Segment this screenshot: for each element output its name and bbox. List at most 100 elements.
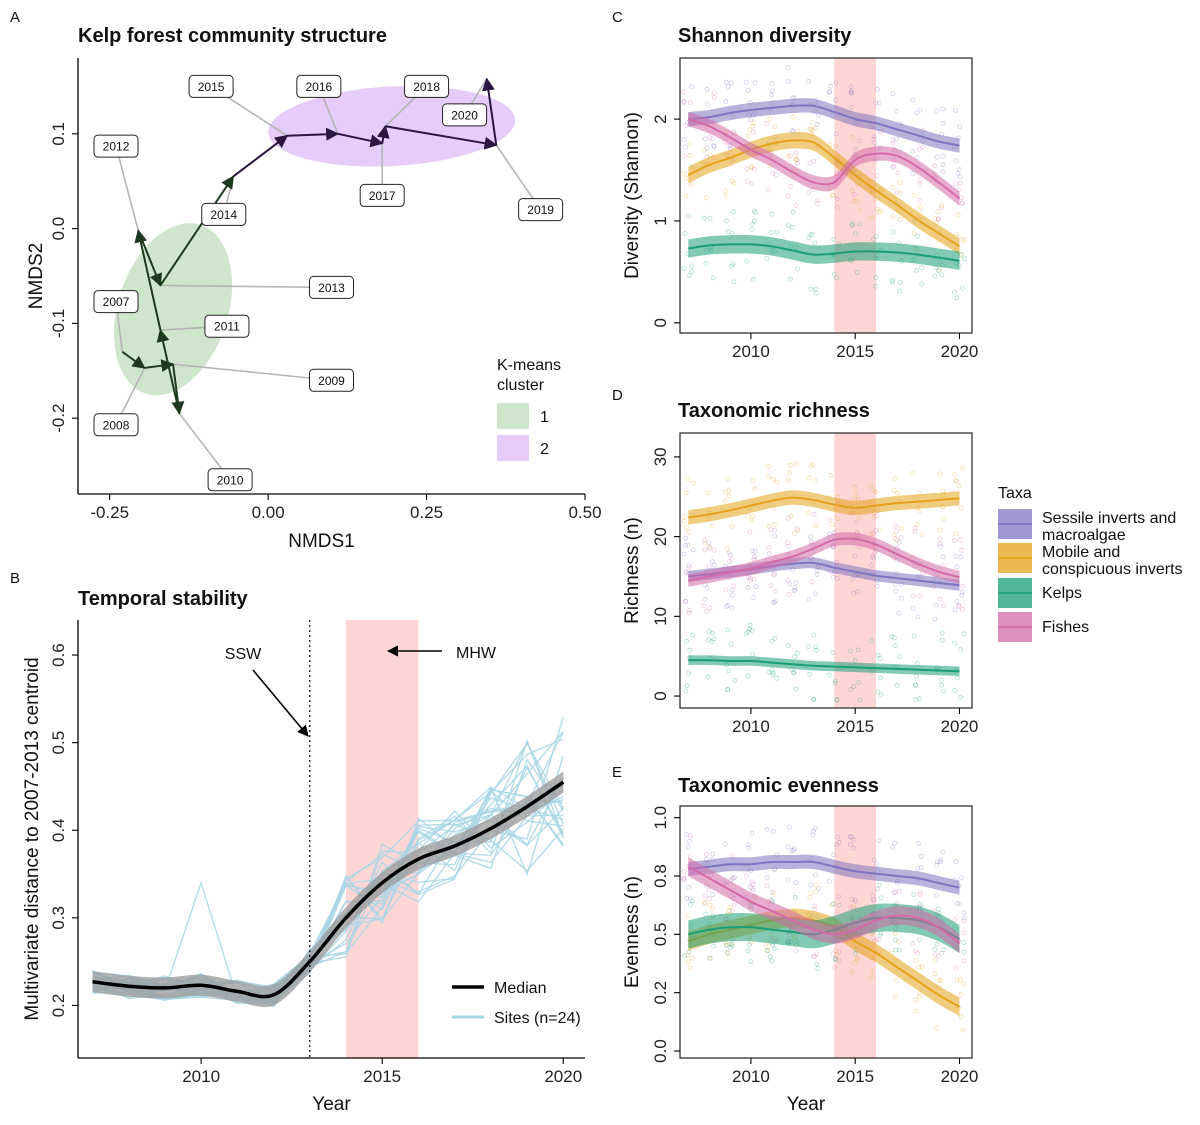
panel-d-raw-point [959,592,965,598]
panel-d-raw-point [959,589,965,595]
panel-c-raw-point [811,158,817,164]
panel-d-x-tick-label: 2015 [836,717,874,736]
panel-d-raw-point [914,522,920,527]
panel-d-raw-point [707,544,713,550]
panel-c-raw-point [812,240,818,246]
panel-c-raw-point [919,265,925,270]
year-label-2007: 2007 [103,295,130,309]
panel-e-raw-point [834,842,839,848]
panel-e-raw-point [876,936,881,942]
panel-c-raw-point [878,208,883,214]
panel-d-raw-point [869,562,874,568]
panel-d-raw-point [749,548,755,554]
panel-c-raw-point [894,190,900,195]
panel-d-raw-point [729,587,735,593]
panel-c-raw-point [687,141,693,147]
panel-d-raw-point [878,692,884,698]
panel-e-raw-point [689,898,695,904]
panel-c-raw-point [890,91,896,97]
panel-c-raw-point [854,198,860,204]
panel-d-raw-point [853,520,859,525]
panel-e-raw-point [939,950,944,956]
panel-e-raw-point [934,859,940,865]
panel-d-raw-point [687,607,692,613]
panel-d-series-line-2 [688,659,960,673]
panel-c-raw-point [893,108,899,114]
panel-d-raw-point [913,682,918,688]
panel-c-raw-point [960,200,965,206]
panel-d-raw-point [769,667,775,673]
year-label-2016: 2016 [305,80,332,94]
panel-c-raw-point [894,136,899,142]
panel-d-raw-point [868,531,874,537]
panel-d-raw-point [937,471,943,477]
panel-e-raw-point [870,893,876,898]
panel-a-y-tick-label: 0.0 [49,217,68,241]
panel-e-raw-point [913,957,919,963]
panel-e-raw-point [952,917,958,923]
trajectory-arrow-2010 [156,328,181,414]
panel-e-raw-point [916,964,922,970]
panel-d-raw-point [939,630,945,636]
panel-d-raw-point [941,603,947,609]
panel-d-raw-point [811,632,817,638]
panel-d-raw-point [752,554,758,560]
panel-d-raw-point [751,576,757,582]
panel-e-raw-point [871,897,877,903]
panel-c-raw-point [936,268,941,274]
panel-e-raw-point [961,918,967,924]
panel-e-raw-point [707,955,712,961]
panel-d-raw-point [687,647,693,653]
panel-c-raw-point [709,136,715,142]
panel-d-raw-point [687,564,692,570]
panel-d-raw-point [681,518,687,524]
panel-c-raw-point [748,117,753,123]
panel-e-raw-point [955,901,960,906]
panel-c-raw-point [917,204,923,210]
panel-d-raw-point [747,529,753,535]
panel-e-raw-point [748,884,753,890]
panel-d-raw-point [772,522,778,527]
panel-c-raw-point [809,120,815,125]
panel-c-raw-point [911,192,917,198]
panel-c-raw-point [960,285,965,291]
panel-c-raw-point [683,144,688,150]
panel-e-raw-point [750,881,756,887]
panel-c-raw-point [772,124,777,130]
panel-d-raw-point [771,476,777,482]
panel-d-raw-point [750,478,755,484]
panel-c-raw-point [917,197,923,203]
panel-d-raw-point [848,648,854,654]
panel-e-raw-point [707,902,713,908]
trajectory-arrow-2019 [481,77,498,146]
panel-e-raw-point [725,950,731,956]
panel-e-raw-point [682,953,688,959]
panel-c-raw-point [749,164,755,170]
median-ribbon [92,771,564,1008]
panel-a-x-label: NMDS1 [288,531,355,552]
panel-d-raw-point [772,533,778,539]
panel-c-raw-point [711,144,717,149]
panel-e-frame [679,805,973,1059]
panel-d-raw-point [749,627,755,633]
panel-c-y-label: Diversity (Shannon) [622,112,643,279]
panel-c-raw-point [774,229,780,235]
panel-d-y-label: Richness (n) [622,517,643,624]
panel-e-x-tick-label: 2015 [836,1067,874,1086]
mhw-band [345,620,419,1058]
panel-c-raw-point [752,80,758,86]
panel-c-raw-point [793,202,799,208]
panel-e-series-line-0 [688,860,960,889]
panel-c-raw-point [849,188,855,194]
panel-d-raw-point [683,688,689,694]
panel-c-raw-point [681,99,687,104]
year-label-2009: 2009 [318,374,345,388]
panel-c-series-line-1 [687,139,961,248]
panel-e-raw-point [681,869,687,874]
panel-c-raw-point [744,178,750,184]
panel-d-raw-point [875,689,881,695]
panel-d-raw-point [683,535,689,541]
panel-e-raw-point [941,947,946,953]
panel-d-raw-point [875,583,880,589]
panel-e-raw-point [852,951,858,957]
